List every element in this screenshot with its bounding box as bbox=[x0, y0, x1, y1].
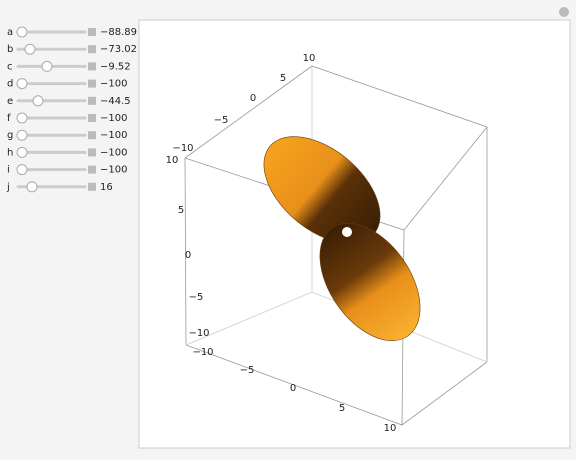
control-label: e bbox=[7, 96, 13, 107]
axis-tick-label: 10 bbox=[303, 53, 316, 64]
add-button[interactable] bbox=[559, 7, 569, 17]
axis-tick-label: 5 bbox=[178, 205, 184, 216]
control-label: f bbox=[7, 113, 11, 124]
slider-thumb[interactable] bbox=[16, 146, 28, 158]
expand-button[interactable] bbox=[88, 148, 96, 157]
axis-tick-label: 0 bbox=[185, 250, 191, 261]
control-value: −44.5 bbox=[100, 96, 131, 107]
control-value: 16 bbox=[100, 182, 113, 193]
axis-tick-label: 5 bbox=[280, 73, 286, 84]
control-value: −100 bbox=[100, 130, 127, 141]
expand-button[interactable] bbox=[88, 96, 96, 105]
expand-button[interactable] bbox=[88, 114, 96, 122]
slider-thumb[interactable] bbox=[41, 60, 53, 72]
control-value: −100 bbox=[100, 79, 127, 90]
slider-thumb[interactable] bbox=[16, 26, 28, 38]
expand-button[interactable] bbox=[88, 45, 96, 54]
axis-tick-label: −5 bbox=[240, 365, 255, 376]
control-value: −9.52 bbox=[100, 61, 131, 72]
axis-tick-label: 0 bbox=[250, 93, 256, 104]
slider-thumb[interactable] bbox=[24, 43, 36, 55]
expand-button[interactable] bbox=[88, 62, 96, 71]
control-label: a bbox=[7, 27, 13, 38]
axis-tick-label: −10 bbox=[192, 347, 213, 358]
control-label: i bbox=[7, 165, 10, 176]
axis-tick-label: −5 bbox=[189, 292, 204, 303]
axis-tick-label: −10 bbox=[172, 143, 193, 154]
control-value: −88.89 bbox=[100, 27, 137, 38]
slider-thumb[interactable] bbox=[26, 181, 38, 193]
expand-button[interactable] bbox=[88, 28, 96, 36]
slider-thumb[interactable] bbox=[32, 95, 44, 107]
expand-button[interactable] bbox=[88, 165, 96, 174]
surface bbox=[263, 136, 421, 342]
slider-thumb[interactable] bbox=[16, 78, 28, 90]
axis-tick-label: 10 bbox=[384, 423, 397, 434]
control-value: −100 bbox=[100, 147, 127, 158]
slider-thumb[interactable] bbox=[16, 112, 28, 124]
control-value: −73.02 bbox=[100, 44, 137, 55]
axis-tick-label: −5 bbox=[214, 115, 229, 126]
control-label: c bbox=[7, 61, 13, 72]
slider-thumb[interactable] bbox=[16, 164, 28, 176]
axis-tick-label: 10 bbox=[166, 155, 179, 166]
control-label: j bbox=[6, 182, 10, 193]
axis-tick-label: −10 bbox=[188, 328, 209, 339]
control-value: −100 bbox=[100, 113, 127, 124]
control-value: −100 bbox=[100, 165, 127, 176]
expand-button[interactable] bbox=[88, 182, 96, 191]
control-label: b bbox=[7, 44, 13, 55]
expand-button[interactable] bbox=[88, 131, 96, 140]
expand-button[interactable] bbox=[88, 79, 96, 88]
control-label: d bbox=[7, 79, 13, 90]
control-label: g bbox=[7, 130, 13, 141]
axis-tick-label: 5 bbox=[339, 403, 345, 414]
axis-tick-label: 0 bbox=[290, 383, 296, 394]
slider-thumb[interactable] bbox=[16, 129, 28, 141]
control-label: h bbox=[7, 147, 13, 158]
